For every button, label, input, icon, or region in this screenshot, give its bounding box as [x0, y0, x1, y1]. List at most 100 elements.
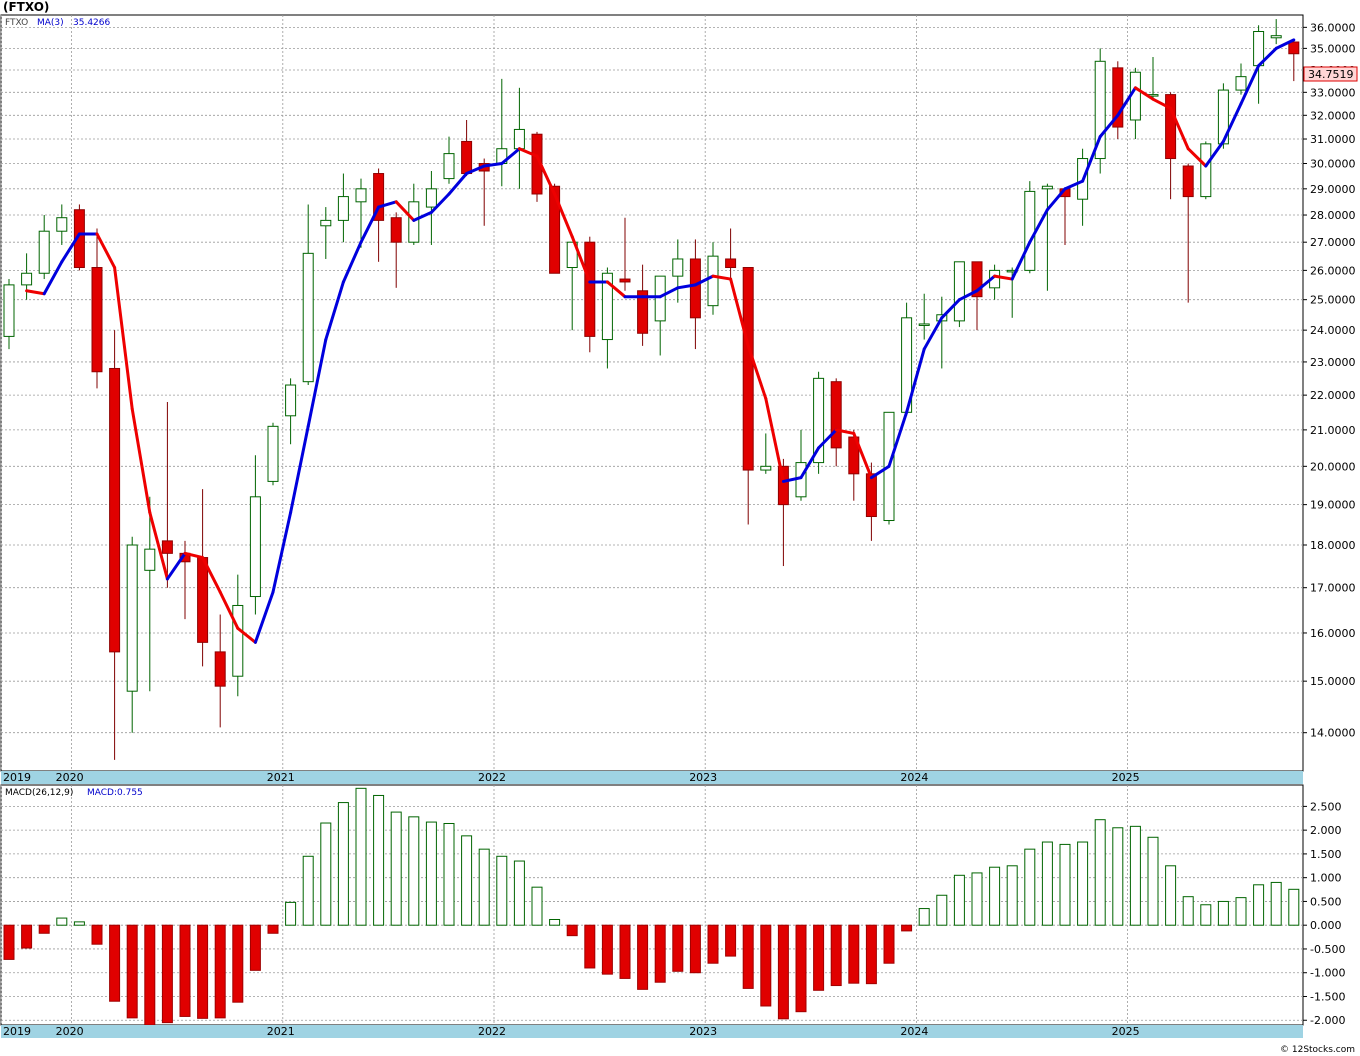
ma-segment-falling	[183, 551, 205, 560]
macd-bar-negative	[742, 924, 754, 989]
macd-bar-negative	[267, 924, 279, 934]
macd-year-label: 2025	[1112, 1025, 1140, 1038]
candle	[707, 242, 719, 315]
macd-bar-positive	[513, 860, 525, 926]
macd-bar-negative	[830, 924, 842, 987]
price-tick-label: 29.0000	[1310, 183, 1356, 196]
candle-body-down	[1112, 67, 1124, 128]
ma-segment-falling	[1186, 147, 1208, 168]
candle-body-down	[197, 557, 209, 643]
candle	[619, 217, 631, 291]
candle-body-up	[408, 201, 420, 243]
macd-bar-negative	[865, 924, 877, 985]
ma-segment-rising	[1098, 113, 1120, 139]
macd-year-label: 2022	[478, 1025, 506, 1038]
candle	[918, 293, 930, 340]
ma-segment-falling	[95, 232, 117, 270]
macd-year-label: 2020	[56, 1025, 84, 1038]
ma-segment-falling	[25, 289, 46, 296]
ma-segment-rising	[1274, 38, 1296, 50]
candle-body-up	[425, 188, 437, 208]
candle-body-up	[760, 465, 772, 471]
macd-bar-negative	[654, 924, 666, 983]
candle	[161, 401, 173, 588]
candle-body-down	[830, 381, 842, 449]
ma-segment-rising	[42, 260, 64, 296]
price-tick-label: 32.0000	[1310, 109, 1356, 122]
macd-tick-label: -2.000	[1310, 1014, 1345, 1027]
candle-body-down	[1165, 94, 1177, 160]
price-year-label: 2023	[689, 771, 717, 784]
macd-bar-positive	[1077, 841, 1089, 926]
candle	[689, 239, 701, 350]
candle-body-up	[38, 230, 50, 274]
candle-body-up	[513, 128, 525, 150]
macd-tick-label: -1.000	[1310, 967, 1345, 980]
ma-segment-rising	[957, 289, 979, 302]
macd-bar-positive	[1112, 827, 1124, 926]
ma-segment-rising	[253, 590, 275, 644]
ma-segment-falling	[218, 590, 240, 630]
candle	[267, 422, 279, 486]
candle-body-down	[742, 267, 754, 471]
ma-segment-falling	[570, 235, 592, 284]
candle-body-up	[249, 496, 261, 598]
candle-body-down	[619, 278, 631, 283]
ma-segment-rising	[905, 347, 926, 414]
macd-bar-positive	[461, 835, 473, 926]
candle-body-up	[672, 258, 684, 277]
candle	[953, 261, 965, 328]
chart-title: (FTXO)	[3, 0, 49, 14]
macd-bar-positive	[478, 848, 490, 926]
candle-body-down	[971, 261, 983, 298]
candle	[601, 267, 613, 369]
candle-body-up	[443, 153, 455, 180]
candle-body-down	[214, 651, 226, 687]
candle-body-down	[725, 258, 737, 269]
candle	[584, 236, 596, 353]
ma-segment-rising	[781, 476, 803, 483]
candle-body-up	[232, 604, 244, 677]
ma-segment-rising	[1028, 208, 1049, 244]
candle	[971, 261, 983, 331]
macd-bar-positive	[355, 787, 367, 926]
macd-bar-positive	[1094, 819, 1106, 926]
macd-bar-positive	[1235, 897, 1247, 926]
candle	[1235, 63, 1247, 95]
ma-segment-rising	[359, 205, 381, 244]
macd-bar-negative	[3, 924, 15, 960]
candle-body-up	[1024, 190, 1036, 271]
macd-bar-positive	[953, 874, 965, 926]
ma-segment-falling	[1133, 86, 1155, 101]
footer-credit: © 12Stocks.com	[1280, 1045, 1355, 1055]
price-tick-label: 17.0000	[1310, 582, 1356, 595]
ma-segment-rising	[1010, 240, 1032, 281]
macd-bar-positive	[1200, 904, 1212, 926]
macd-bar-negative	[584, 924, 596, 969]
candle-body-down	[373, 173, 385, 221]
candle-body-up	[813, 377, 825, 464]
price-x-axis: 2019 2020 2021 2022 2023 2024 2025	[1, 771, 1303, 784]
candle	[1024, 181, 1036, 274]
candle	[3, 279, 15, 350]
ma-segment-falling	[729, 277, 750, 348]
ma-segment-rising	[165, 551, 187, 581]
ma-segment-falling	[764, 397, 785, 483]
macd-bar-negative	[179, 924, 191, 1017]
ma-segment-falling	[1169, 106, 1190, 151]
ma-segment-rising	[817, 428, 838, 450]
macd-bar-positive	[1147, 836, 1159, 926]
macd-year-label: 2021	[267, 1025, 295, 1038]
candle	[285, 378, 297, 445]
candle-body-up	[56, 217, 68, 232]
candle-body-up	[1129, 71, 1141, 121]
ma-segment-rising	[271, 511, 293, 594]
price-year-label: 2025	[1112, 771, 1140, 784]
macd-bar-positive	[989, 866, 1001, 926]
macd-bar-negative	[214, 924, 226, 1019]
macd-bar-positive	[320, 822, 332, 926]
candle-body-down	[549, 185, 561, 274]
candle-body-up	[144, 548, 156, 571]
macd-tick-label: -0.500	[1310, 943, 1345, 956]
